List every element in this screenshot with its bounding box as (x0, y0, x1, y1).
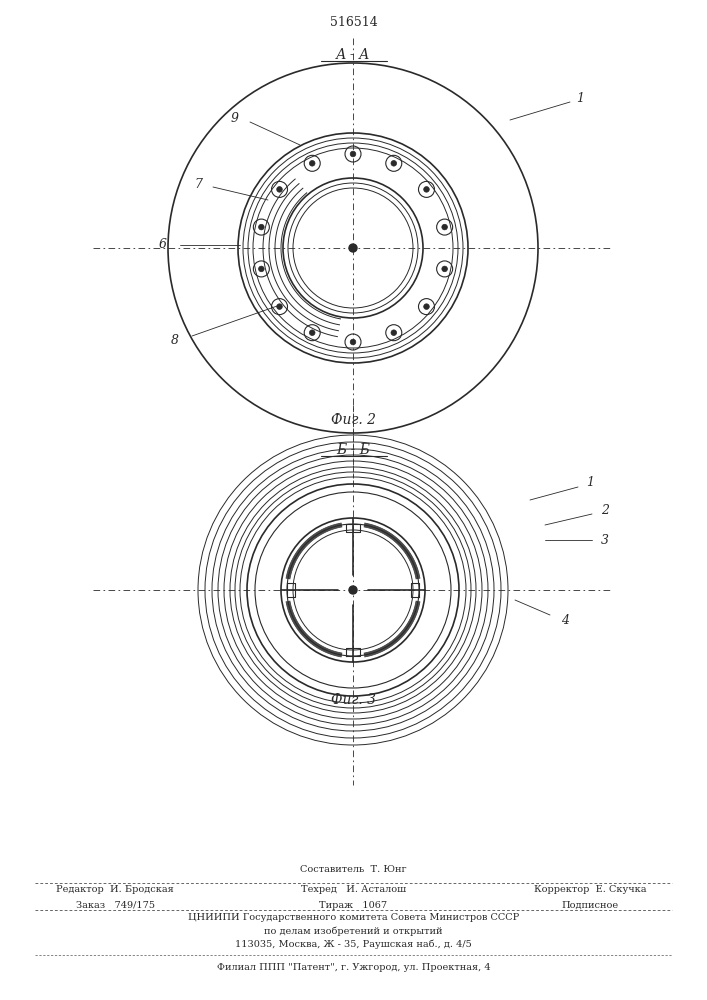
Text: 516514: 516514 (329, 15, 378, 28)
Text: Б - Б: Б - Б (337, 443, 370, 457)
Circle shape (423, 187, 429, 192)
Text: Тираж   1067: Тираж 1067 (320, 900, 387, 910)
Text: Составитель  Т. Юнг: Составитель Т. Юнг (300, 864, 407, 874)
Text: 3: 3 (601, 534, 609, 546)
Text: Техред   И. Асталош: Техред И. Асталош (301, 886, 406, 894)
Circle shape (391, 161, 397, 166)
Text: Заказ   749/175: Заказ 749/175 (76, 900, 155, 910)
Circle shape (442, 224, 448, 230)
Text: 113035, Москва, Ж - 35, Раушская наб., д. 4/5: 113035, Москва, Ж - 35, Раушская наб., д… (235, 939, 472, 949)
Text: 8: 8 (171, 334, 179, 347)
Text: по делам изобретений и открытий: по делам изобретений и открытий (264, 926, 443, 936)
Circle shape (391, 330, 397, 335)
Text: ЦНИИПИ Государственного комитета Совета Министров СССР: ЦНИИПИ Государственного комитета Совета … (188, 914, 519, 922)
Circle shape (276, 187, 282, 192)
Text: Подписное: Подписное (561, 900, 619, 910)
Text: 1: 1 (586, 476, 594, 488)
Text: 6: 6 (159, 238, 167, 251)
Text: 2: 2 (601, 504, 609, 516)
Text: Филиал ППП "Патент", г. Ужгород, ул. Проектная, 4: Филиал ППП "Патент", г. Ужгород, ул. Про… (216, 962, 491, 972)
Circle shape (259, 224, 264, 230)
Text: 4: 4 (561, 613, 569, 626)
Circle shape (310, 330, 315, 335)
Text: Корректор  Е. Скучка: Корректор Е. Скучка (534, 886, 646, 894)
Text: 9: 9 (231, 111, 239, 124)
Circle shape (349, 244, 357, 252)
Circle shape (259, 266, 264, 272)
Circle shape (350, 151, 356, 157)
Text: Фиг. 3: Фиг. 3 (331, 693, 376, 707)
Circle shape (442, 266, 448, 272)
Text: 7: 7 (194, 178, 202, 192)
Circle shape (349, 586, 357, 594)
Text: 1: 1 (576, 92, 584, 104)
Circle shape (423, 304, 429, 309)
Text: Редактор  И. Бродская: Редактор И. Бродская (56, 886, 174, 894)
Circle shape (350, 339, 356, 345)
Circle shape (276, 304, 282, 309)
Text: А - А: А - А (337, 48, 370, 62)
Circle shape (310, 161, 315, 166)
Text: Фиг. 2: Фиг. 2 (331, 413, 376, 427)
